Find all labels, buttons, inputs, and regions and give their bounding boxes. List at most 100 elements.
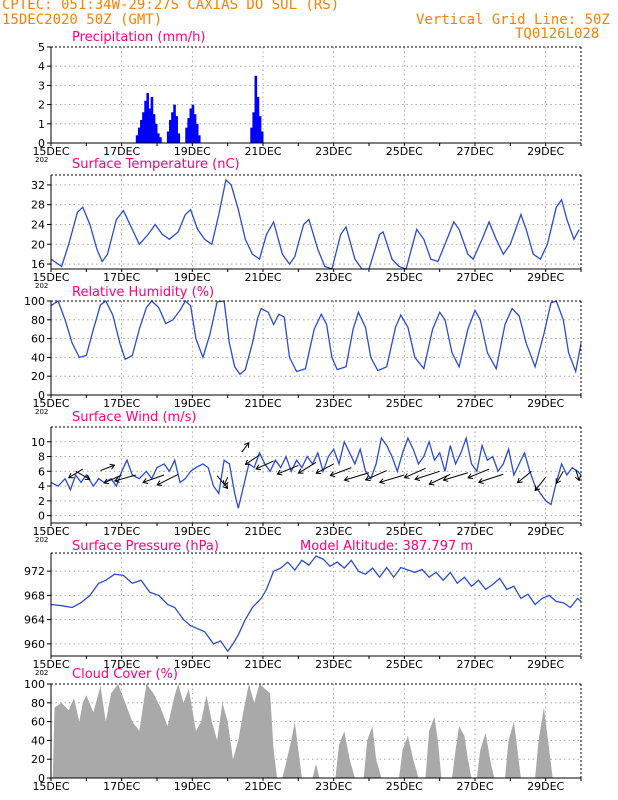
x-tick-label: 29DEC bbox=[527, 397, 564, 410]
x-tick-label: 29DEC bbox=[527, 525, 564, 538]
precip-bar bbox=[137, 127, 141, 143]
x-year-stub: 202 bbox=[35, 669, 48, 677]
wind-vector-head bbox=[315, 468, 322, 475]
x-tick-label: 25DEC bbox=[386, 780, 423, 793]
y-tick-label: 1 bbox=[38, 118, 45, 131]
precip-bar bbox=[193, 114, 197, 143]
y-tick-label: 16 bbox=[31, 258, 45, 271]
wind-vector-head bbox=[329, 471, 336, 478]
x-tick-label: 29DEC bbox=[527, 780, 564, 793]
y-tick-label: 4 bbox=[38, 480, 45, 493]
x-tick-label: 27DEC bbox=[456, 397, 493, 410]
precip-bar bbox=[189, 108, 193, 143]
x-tick-label: 21DEC bbox=[244, 780, 281, 793]
wind-vector bbox=[75, 470, 90, 480]
wind-vector bbox=[344, 472, 370, 481]
y-tick-label: 20 bbox=[31, 753, 45, 766]
x-tick-label: 29DEC bbox=[527, 145, 564, 158]
cloud-title: Cloud Cover (%) bbox=[72, 667, 178, 682]
y-tick-label: 3 bbox=[38, 79, 45, 92]
wind-vector-head bbox=[222, 480, 229, 487]
wind-vector-head bbox=[403, 473, 410, 479]
y-tick-label: 20 bbox=[31, 370, 45, 383]
precip-bar bbox=[252, 112, 255, 143]
wind-vector-head bbox=[222, 483, 229, 490]
pressure-panel: Surface Pressure (hPa) Model Altitude: 38… bbox=[24, 539, 582, 677]
wind-vector bbox=[517, 470, 532, 483]
wind-vector-head bbox=[477, 478, 484, 484]
x-year-stub: 202 bbox=[35, 282, 48, 290]
pressure-line bbox=[50, 555, 582, 653]
precip-bar bbox=[146, 93, 149, 143]
wind-vector bbox=[467, 468, 490, 479]
x-tick-label: 15DEC bbox=[32, 658, 69, 671]
x-tick-label: 21DEC bbox=[244, 397, 281, 410]
wind-vector bbox=[241, 442, 250, 453]
precip-bar bbox=[159, 137, 162, 143]
wind-vector bbox=[156, 473, 179, 486]
wind-vector-head bbox=[84, 474, 91, 481]
precip-bar bbox=[185, 127, 188, 143]
precip-bar bbox=[150, 96, 154, 143]
wind-vector-head bbox=[343, 475, 350, 482]
y-tick-label: 964 bbox=[24, 614, 45, 627]
wind-vector bbox=[103, 474, 122, 484]
wind-vector bbox=[555, 471, 564, 484]
x-tick-label: 21DEC bbox=[244, 525, 281, 538]
x-tick-label: 19DEC bbox=[174, 780, 211, 793]
wind-vector bbox=[404, 467, 426, 479]
x-tick-label: 23DEC bbox=[315, 780, 352, 793]
x-tick-label: 23DEC bbox=[315, 658, 352, 671]
precip-bar bbox=[173, 104, 176, 143]
x-tick-label: 25DEC bbox=[386, 658, 423, 671]
x-tick-label: 19DEC bbox=[174, 658, 211, 671]
y-tick-label: 0 bbox=[38, 137, 45, 150]
precip-bar bbox=[152, 114, 156, 143]
wind-vector bbox=[365, 470, 387, 481]
wind-panel: Surface Wind (m/s) 0 2 4 68 10 15DEC 17DEC 19DEC… bbox=[31, 410, 582, 544]
rh-panel: Relative Humidity (%) 0 20 40 60 80 100 15DEC 17… bbox=[24, 285, 582, 416]
x-tick-label: 25DEC bbox=[386, 271, 423, 284]
precip-bar bbox=[142, 112, 145, 143]
x-tick-label: 27DEC bbox=[456, 525, 493, 538]
y-tick-label: 24 bbox=[31, 218, 45, 231]
y-tick-label: 40 bbox=[31, 734, 45, 747]
x-tick-label: 19DEC bbox=[174, 525, 211, 538]
header-run-code: TQ0126L028 bbox=[515, 26, 600, 42]
y-tick-label: 972 bbox=[24, 565, 45, 578]
y-tick-label: 6 bbox=[38, 465, 45, 478]
precip-bar bbox=[148, 108, 152, 143]
x-tick-label: 27DEC bbox=[456, 145, 493, 158]
wind-vector bbox=[415, 470, 440, 480]
precip-title: Precipitation (mm/h) bbox=[72, 30, 205, 45]
x-tick-label: 15DEC bbox=[32, 397, 69, 410]
temp-title: Surface Temperature (nC) bbox=[72, 157, 240, 172]
wind-vector bbox=[223, 477, 229, 486]
y-tick-label: 2 bbox=[38, 495, 45, 508]
y-tick-label: 960 bbox=[24, 638, 45, 651]
y-tick-label: 4 bbox=[38, 60, 45, 73]
precip-bar bbox=[169, 119, 172, 143]
x-tick-label: 23DEC bbox=[315, 525, 352, 538]
y-tick-label: 28 bbox=[31, 199, 45, 212]
precip-bar bbox=[166, 131, 170, 143]
precip-panel: Precipitation (mm/h) 0 1 2 3 4 5 15DEC 17DEC 19DE… bbox=[32, 30, 582, 164]
cloud-panel: Cloud Cover (%) 0 20 40 60 80 100 15DEC 17DEC 19D… bbox=[24, 667, 582, 793]
precip-bar bbox=[256, 96, 260, 143]
y-tick-label: 5 bbox=[38, 41, 45, 54]
wind-vector-head bbox=[428, 479, 435, 486]
y-tick-label: 0 bbox=[38, 510, 45, 523]
wind-vector bbox=[277, 464, 299, 475]
temp-panel: Surface Temperature (nC) 16 20 24 28 32 15DEC 1… bbox=[31, 157, 582, 290]
x-tick-label: 23DEC bbox=[315, 397, 352, 410]
y-tick-label: 32 bbox=[31, 179, 45, 192]
x-tick-label: 19DEC bbox=[174, 397, 211, 410]
x-tick-label: 17DEC bbox=[103, 397, 140, 410]
pressure-subtitle: Model Altitude: 387.797 m bbox=[300, 539, 473, 554]
wind-vector bbox=[443, 472, 469, 481]
wind-vector-head bbox=[142, 478, 149, 484]
rh-title: Relative Humidity (%) bbox=[72, 285, 214, 300]
wind-vector bbox=[575, 469, 580, 481]
precip-bar bbox=[140, 119, 143, 143]
precip-bar bbox=[175, 116, 178, 143]
